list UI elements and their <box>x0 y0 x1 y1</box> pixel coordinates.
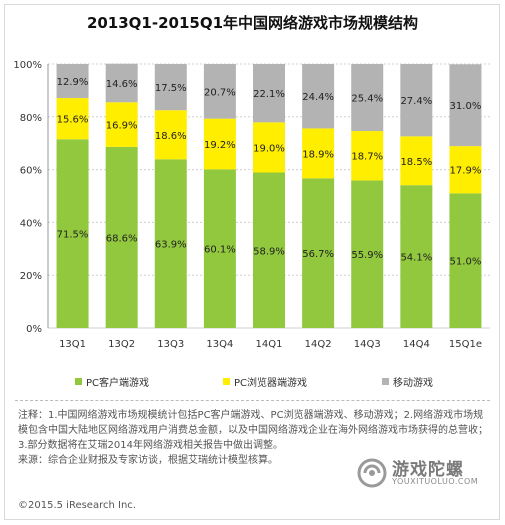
bar-data-label: 16.9% <box>106 121 138 132</box>
x-tick-label: 14Q1 <box>256 339 283 350</box>
bar-segment <box>203 169 236 328</box>
bar-segment <box>302 128 335 179</box>
bar-data-label: 68.6% <box>106 233 138 244</box>
bar-data-label: 18.9% <box>302 149 334 160</box>
legend-swatch <box>382 378 389 385</box>
x-tick-label: 13Q4 <box>206 339 233 350</box>
y-axis: 0% 20% 40% 60% 80% 100% <box>13 60 49 335</box>
bar-segment <box>302 64 335 129</box>
y-tick-label: 0% <box>26 324 42 335</box>
bar-segment <box>105 146 138 328</box>
footnote-source: 来源：综合企业财报及专家访谈，根据艾瑞统计模型核算。 <box>18 455 278 466</box>
stacked-bar-chart: 0% 20% 40% 60% 80% 100% 71.5% 15.6% 12.9% 68.6% 1… <box>13 60 490 350</box>
watermark-url: YOUXITUOLUO.COM <box>392 477 479 486</box>
bar-data-label: 17.9% <box>450 166 482 177</box>
legend-label: PC客户端游戏 <box>86 378 150 389</box>
bar-segment <box>400 136 433 186</box>
bar-data-label: 63.9% <box>155 240 187 251</box>
bar-segment <box>105 102 138 147</box>
bar-segment <box>351 180 384 328</box>
x-tick-label: 13Q2 <box>108 339 135 350</box>
bar-segment <box>253 122 285 173</box>
bar-data-label: 27.4% <box>400 96 432 107</box>
bar-data-label: 51.0% <box>450 257 482 268</box>
bar-data-label: 56.7% <box>302 249 334 260</box>
bar-data-label: 71.5% <box>57 230 89 241</box>
divider <box>15 400 490 401</box>
y-tick-label: 20% <box>20 271 42 282</box>
bar-segment <box>400 64 433 137</box>
bar-data-label: 18.7% <box>351 152 383 163</box>
bar-segment <box>203 118 236 170</box>
x-tick-label: 14Q4 <box>403 339 430 350</box>
watermark: 游戏陀螺 YOUXITUOLUO.COM <box>356 453 496 501</box>
legend-swatch <box>223 378 230 385</box>
bar-data-label: 55.9% <box>351 250 383 261</box>
x-axis-labels: 13Q1 13Q2 13Q3 13Q4 14Q1 14Q2 14Q3 14Q4 15Q1e <box>59 339 482 350</box>
footnotes: 注释：1.中国网络游戏市场规模统计包括PC客户端游戏、PC浏览器端游戏、移动游戏… <box>18 408 488 468</box>
x-tick-label: 15Q1e <box>449 339 482 350</box>
bar-data-label: 31.0% <box>450 101 482 112</box>
bar-segment <box>56 139 89 328</box>
chart-title: 2013Q1-2015Q1年中国网络游戏市场规模结构 <box>86 14 419 32</box>
footnote-remarks: 注释：1.中国网络游戏市场规模统计包括PC客户端游戏、PC浏览器端游戏、移动游戏… <box>18 410 488 451</box>
bar-data-label: 15.6% <box>57 115 89 126</box>
y-tick-label: 100% <box>13 60 42 71</box>
y-tick-label: 60% <box>20 166 42 177</box>
bar-segment <box>400 185 433 328</box>
legend-label: PC浏览器端游戏 <box>234 378 308 389</box>
gyroscope-logo-icon <box>357 458 387 488</box>
bar-data-label: 58.9% <box>253 246 285 257</box>
x-tick-label: 14Q2 <box>305 339 332 350</box>
bar-data-label: 20.7% <box>204 87 236 98</box>
bar-data-label: 54.1% <box>400 253 432 264</box>
bar-segment <box>154 110 187 160</box>
y-tick-label: 80% <box>20 113 42 124</box>
bar-data-label: 25.4% <box>351 94 383 105</box>
bar-data-label: 60.1% <box>204 245 236 256</box>
bar-data-label: 22.1% <box>253 89 285 100</box>
bar-segment <box>105 63 138 103</box>
watermark-name: 游戏陀螺 <box>392 460 464 480</box>
bar-segment <box>56 64 89 99</box>
legend-label: 移动游戏 <box>393 378 433 389</box>
bar-segment <box>449 193 482 328</box>
bar-segment <box>154 159 187 328</box>
bar-segment <box>203 64 236 119</box>
bar-segment <box>351 64 384 132</box>
copyright: ©2015.5 iResearch Inc. <box>18 500 136 511</box>
bar-data-label: 14.6% <box>106 79 138 90</box>
x-tick-label: 13Q3 <box>157 339 184 350</box>
bar-data-label: 19.2% <box>204 140 236 151</box>
legend-item-pc-client: PC客户端游戏 <box>75 374 149 389</box>
bar-segment <box>253 64 285 123</box>
x-tick-label: 13Q1 <box>59 339 86 350</box>
bar-data-label: 19.0% <box>253 143 285 154</box>
bar-data-label: 18.6% <box>155 131 187 142</box>
legend-item-mobile: 移动游戏 <box>382 374 433 389</box>
bar-data-label: 18.5% <box>400 157 432 168</box>
bar-segment <box>253 172 285 328</box>
bar-segment <box>351 131 384 181</box>
bars: 71.5% 15.6% 12.9% 68.6% 16.9% 14.6% 63.9% 18.6%… <box>56 63 482 328</box>
bar-data-label: 12.9% <box>57 77 89 88</box>
y-tick-label: 40% <box>20 218 42 229</box>
bar-segment <box>449 146 482 194</box>
bar-segment <box>56 98 89 140</box>
bar-segment <box>154 64 187 111</box>
bar-segment <box>302 178 335 328</box>
bar-data-label: 24.4% <box>302 92 334 103</box>
legend-item-pc-browser: PC浏览器端游戏 <box>223 374 307 389</box>
bar-segment <box>449 64 482 147</box>
bar-data-label: 17.5% <box>155 83 187 94</box>
legend-swatch <box>75 378 82 385</box>
x-tick-label: 14Q3 <box>354 339 381 350</box>
